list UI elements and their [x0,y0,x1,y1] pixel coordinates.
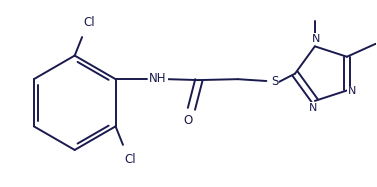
Text: S: S [271,75,278,88]
Text: Cl: Cl [124,153,136,166]
Text: N: N [348,86,356,96]
Text: Cl: Cl [84,16,95,29]
Text: N: N [309,103,317,113]
Text: NH: NH [149,72,167,85]
Text: O: O [183,114,192,127]
Text: N: N [312,34,320,44]
